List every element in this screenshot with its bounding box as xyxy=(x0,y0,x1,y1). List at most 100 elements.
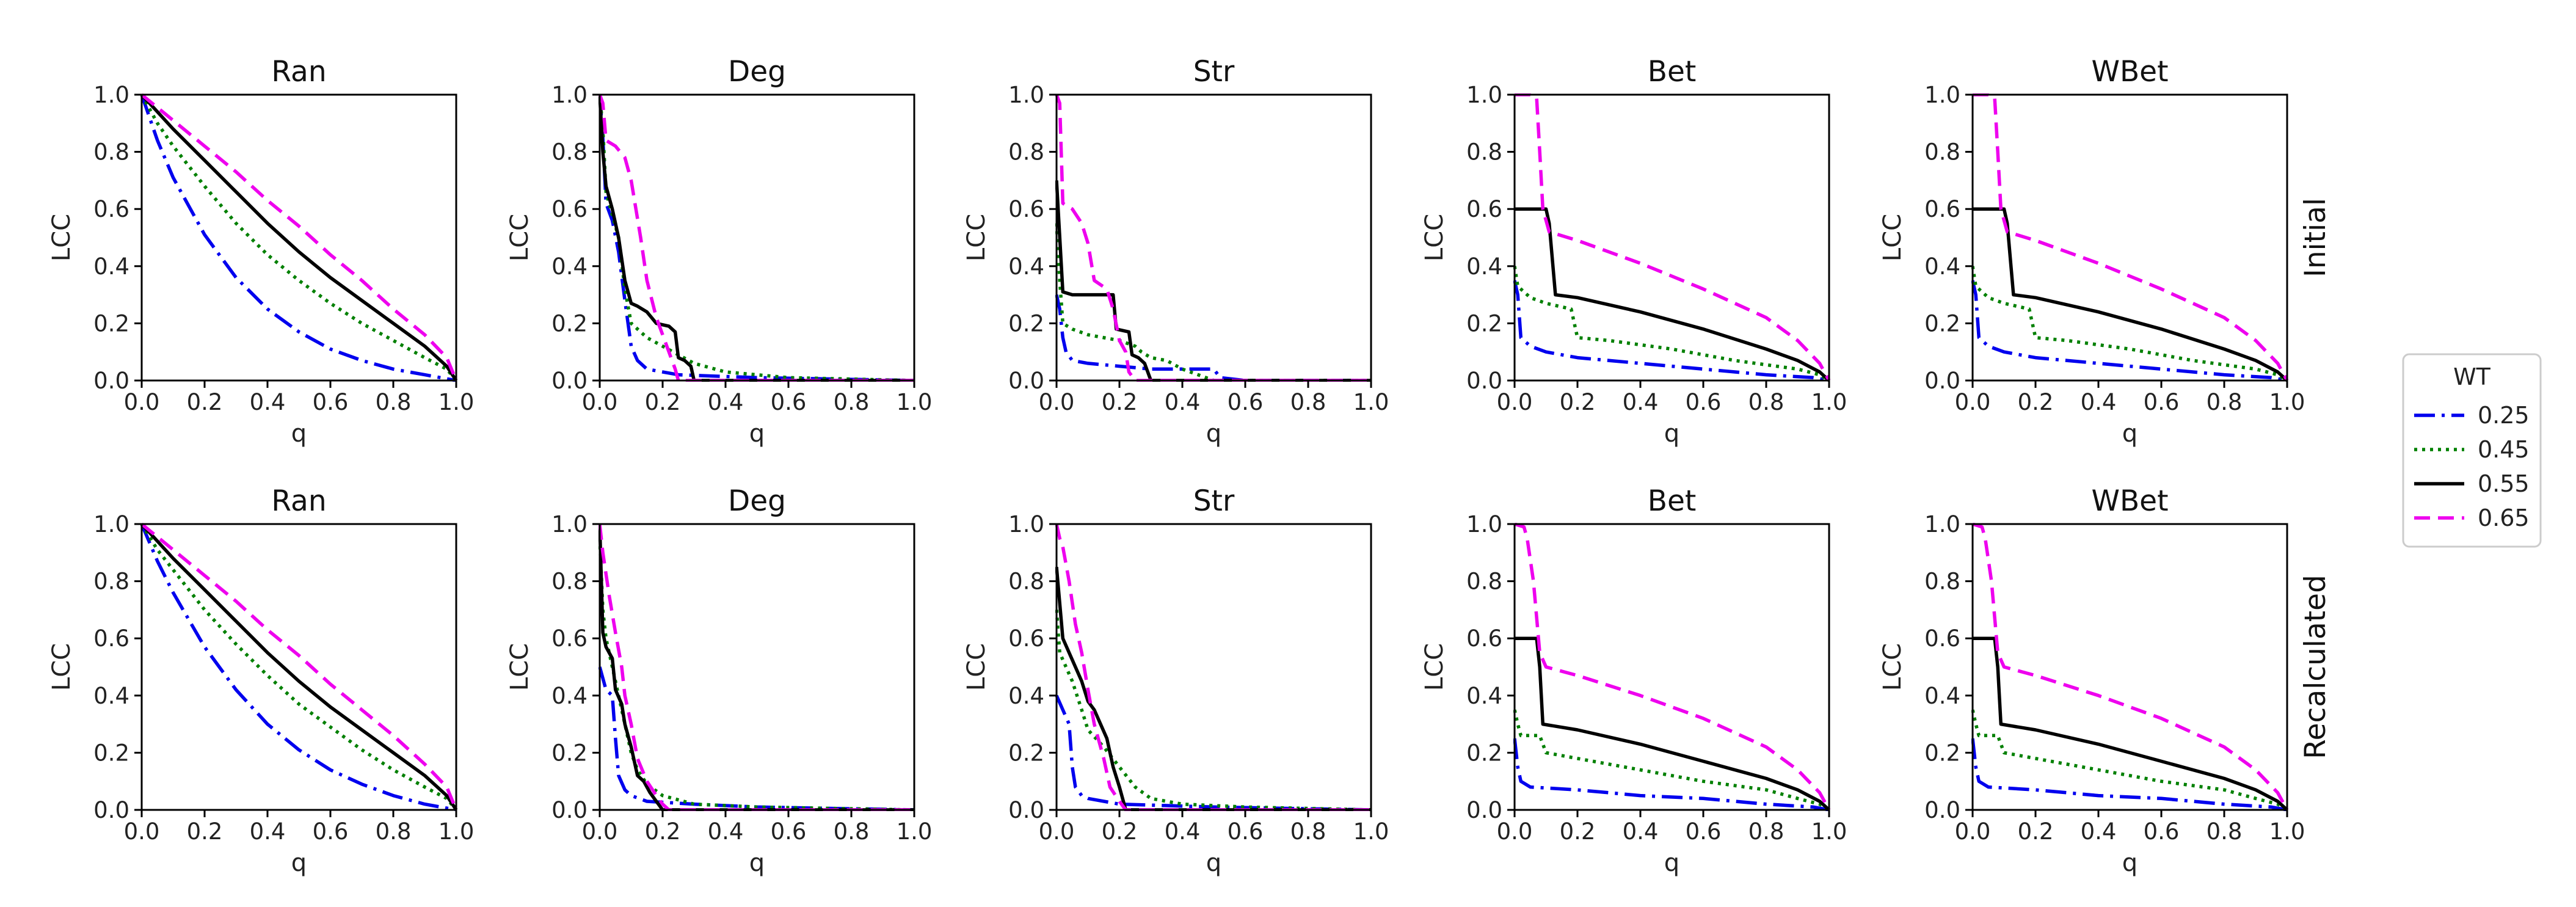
x-tick-label: 1.0 xyxy=(1811,389,1847,415)
legend-label-0.55: 0.55 xyxy=(2478,470,2530,497)
x-tick-label: 0.8 xyxy=(2207,389,2243,415)
series-line-0.45 xyxy=(599,538,915,811)
x-tick-label: 0.2 xyxy=(645,818,681,845)
y-tick-label: 0.6 xyxy=(1008,625,1044,652)
y-axis-label: LCC xyxy=(962,643,991,691)
x-tick-label: 0.0 xyxy=(582,818,618,845)
y-tick-label: 0.8 xyxy=(93,569,129,595)
x-tick-label: 0.2 xyxy=(1560,818,1596,845)
x-tick-label: 1.0 xyxy=(1353,389,1389,415)
series-line-0.25 xyxy=(1971,738,2288,811)
legend: WT 0.25 0.45 0.55 0.65 xyxy=(2402,353,2542,548)
series-line-0.55 xyxy=(599,94,914,382)
panel-initial-deg: 0.0 0.2 0.4 0.6 0.8 1.0 0.0 0.2 0.4 0.6 0.8 1.0 q LCC… xyxy=(506,55,932,448)
x-tick-label: 0.4 xyxy=(2081,818,2117,845)
y-axis-label: LCC xyxy=(1421,643,1449,691)
x-tick-label: 0.8 xyxy=(1290,389,1326,415)
x-tick-label: 0.8 xyxy=(1290,818,1326,845)
x-axis-label: q xyxy=(2122,420,2138,448)
series-line-0.55 xyxy=(1055,566,1371,811)
x-tick-label: 0.0 xyxy=(1039,818,1075,845)
axes-frame xyxy=(1055,93,1372,382)
y-tick-label: 0.8 xyxy=(551,569,588,595)
panel-recalculated-deg: 0.0 0.2 0.4 0.6 0.8 1.0 0.0 0.2 0.4 0.6 0.8 1.0 q LCC… xyxy=(506,484,932,877)
x-tick-label: 0.4 xyxy=(1165,818,1201,845)
axes-frame xyxy=(1513,93,1830,382)
y-tick-label: 0.0 xyxy=(1924,797,1960,823)
x-tick-label: 1.0 xyxy=(1811,818,1847,845)
x-tick-label: 1.0 xyxy=(1353,818,1389,845)
y-tick-label: 1.0 xyxy=(1924,511,1960,537)
x-tick-label: 1.0 xyxy=(438,818,475,845)
x-tick-label: 0.8 xyxy=(376,818,412,845)
x-tick-label: 0.2 xyxy=(645,389,681,415)
y-tick-label: 0.8 xyxy=(551,139,588,166)
x-tick-label: 0.6 xyxy=(313,389,349,415)
y-tick-label: 0.6 xyxy=(551,625,588,652)
x-axis-label: q xyxy=(291,849,307,877)
panel-recalculated-str: 0.0 0.2 0.4 0.6 0.8 1.0 0.0 0.2 0.4 0.6 0.8 1.0 q LCC… xyxy=(962,484,1389,877)
y-tick-label: 0.8 xyxy=(93,139,129,166)
y-tick-label: 0.2 xyxy=(1008,310,1044,337)
y-tick-label: 0.2 xyxy=(1466,310,1502,337)
panel-title: Str xyxy=(1193,55,1235,89)
x-tick-label: 0.2 xyxy=(1102,389,1138,415)
y-tick-label: 1.0 xyxy=(1008,82,1044,108)
y-tick-label: 0.0 xyxy=(93,368,129,394)
y-tick-label: 0.4 xyxy=(1466,253,1502,280)
series-line-0.65 xyxy=(140,523,457,811)
x-tick-label: 0.4 xyxy=(250,389,286,415)
series-line-0.65 xyxy=(1055,94,1371,382)
panel-initial-wbet: 0.0 0.2 0.4 0.6 0.8 1.0 0.0 0.2 0.4 0.6 0.8 1.0 q LCC… xyxy=(1879,55,2332,448)
series-line-0.55 xyxy=(1515,636,1830,811)
y-tick-label: 0.0 xyxy=(1924,368,1960,394)
y-axis-label: LCC xyxy=(1879,214,1907,261)
y-tick-label: 0.6 xyxy=(93,625,129,652)
x-tick-label: 0.6 xyxy=(771,389,807,415)
x-axis-label: q xyxy=(1664,420,1679,448)
series-line-0.45 xyxy=(1513,709,1830,811)
axes-frame xyxy=(599,523,915,811)
series-line-0.25 xyxy=(1055,294,1371,382)
y-tick-label: 0.4 xyxy=(551,683,588,709)
x-tick-label: 0.0 xyxy=(1039,389,1075,415)
y-tick-label: 0.4 xyxy=(551,253,588,280)
x-tick-label: 0.8 xyxy=(834,818,870,845)
axes-frame xyxy=(140,93,457,382)
y-tick-label: 0.6 xyxy=(1924,196,1960,222)
series-line-0.55 xyxy=(140,93,457,382)
x-tick-label: 1.0 xyxy=(897,818,933,845)
series-line-0.55 xyxy=(599,523,914,811)
series-line-0.45 xyxy=(1513,266,1830,382)
y-tick-label: 0.4 xyxy=(1008,683,1044,709)
y-axis-label: LCC xyxy=(962,214,991,261)
y-tick-label: 0.0 xyxy=(551,368,588,394)
series-line-0.55 xyxy=(140,523,457,811)
y-axis-label: LCC xyxy=(48,214,76,261)
panel-title: Str xyxy=(1193,484,1235,518)
y-tick-label: 1.0 xyxy=(551,82,588,108)
series-line-0.65 xyxy=(1973,93,2288,382)
x-tick-label: 0.2 xyxy=(1560,389,1596,415)
series-line-0.25 xyxy=(1971,280,2288,382)
series-line-0.45 xyxy=(140,93,457,382)
series-line-0.45 xyxy=(140,523,457,811)
y-tick-label: 0.2 xyxy=(93,310,129,337)
x-tick-label: 0.8 xyxy=(1748,818,1785,845)
axes-frame xyxy=(1513,523,1830,811)
series-line-0.65 xyxy=(599,523,914,811)
panel-title: Deg xyxy=(728,55,786,89)
series-line-0.55 xyxy=(1515,207,1830,382)
panel-title: Ran xyxy=(271,55,326,89)
axes-frame xyxy=(1971,93,2288,382)
x-tick-label: 0.0 xyxy=(1955,818,1991,845)
y-tick-label: 1.0 xyxy=(93,511,129,537)
row-label-recalculated: Recalculated xyxy=(2299,575,2332,759)
row-label-initial: Initial xyxy=(2299,198,2332,277)
panel-recalculated-wbet: 0.0 0.2 0.4 0.6 0.8 1.0 0.0 0.2 0.4 0.6 0.8 1.0 q LCC… xyxy=(1879,484,2332,877)
y-tick-label: 0.0 xyxy=(1466,368,1502,394)
axes-frame xyxy=(1055,523,1372,811)
y-tick-label: 0.6 xyxy=(93,196,129,222)
series-line-0.25 xyxy=(140,94,457,382)
